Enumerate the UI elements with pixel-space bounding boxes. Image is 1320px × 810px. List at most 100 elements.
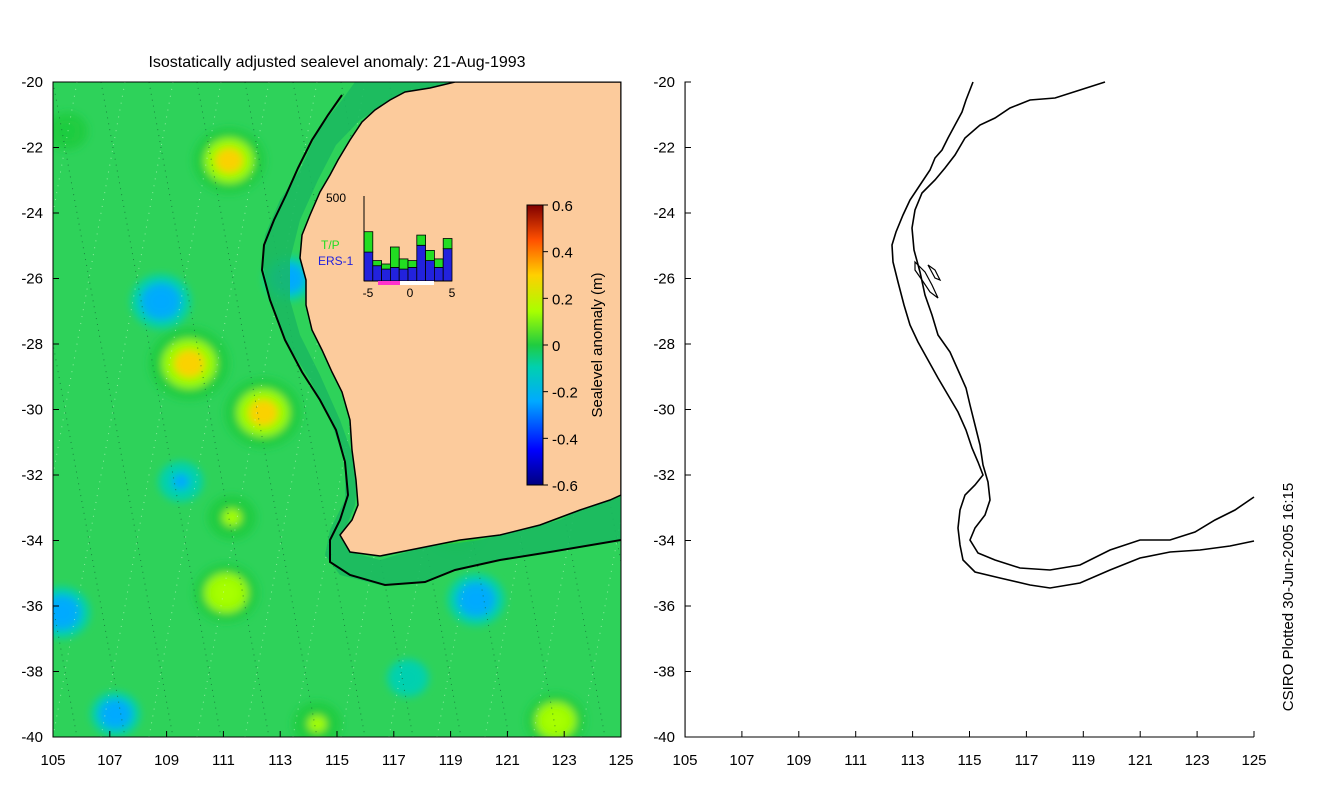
inset-bar-tp	[442, 238, 453, 250]
x-tick-label: 113	[901, 752, 925, 769]
inset-bar-tp	[398, 258, 409, 270]
x-tick-label: 119	[439, 752, 463, 769]
inset-bar-ers	[416, 244, 426, 282]
y-tick-label: -20	[653, 74, 675, 91]
y-tick-label: -26	[21, 271, 43, 288]
anomaly-map	[53, 82, 797, 737]
shelf-band	[262, 82, 621, 585]
x-tick-label: 107	[97, 752, 122, 769]
inset-x-ticks: -5 0 5	[363, 286, 456, 300]
x-tick-label: 125	[608, 752, 633, 769]
inset-bar-ers	[407, 266, 418, 282]
y-tick-label: -40	[653, 729, 675, 746]
inset-ymax-label: 500	[326, 191, 346, 205]
inset-legend-ers: ERS-1	[318, 254, 354, 268]
map-title: Isostatically adjusted sealevel anomaly:…	[148, 54, 525, 71]
colorbar-tick-label: 0.2	[552, 291, 573, 308]
inset-bar-tp	[389, 246, 400, 268]
anomaly-blob	[53, 112, 89, 151]
y-tick-label: -28	[653, 336, 675, 353]
right-map-axes: 105 107 109 111 113 115 117 119 121 123 125 -20 -22 -…	[653, 74, 1266, 769]
left-map-axes: 105 107 109 111 113 115 117 119 121 123 125 -20 -22 -…	[21, 74, 633, 769]
inset-bar-ers	[398, 268, 409, 282]
inset-bar-ers	[425, 260, 435, 282]
anomaly-blob	[224, 377, 302, 448]
shelf-contour	[260, 94, 621, 587]
right-outer-contour	[891, 81, 1255, 589]
x-tick-label: 121	[1128, 752, 1153, 769]
x-tick-label: 109	[154, 752, 179, 769]
anomaly-blob	[158, 461, 204, 502]
anomaly-blob	[193, 563, 259, 623]
x-tick-label: 117	[382, 752, 406, 769]
inset-bar-ers	[433, 266, 444, 282]
x-tick-label: 123	[552, 752, 577, 769]
y-tick-label: -24	[21, 205, 43, 222]
y-tick-label: -34	[21, 533, 43, 550]
inset-x-tick-label: 5	[449, 286, 456, 300]
anomaly-blob	[387, 659, 429, 698]
y-tick-label: -36	[21, 598, 43, 615]
inset-x-tick-label: -5	[363, 286, 374, 300]
x-tick-label: 105	[40, 752, 65, 769]
anomaly-blob	[207, 495, 257, 541]
colorbar-tick-label: -0.4	[552, 431, 578, 448]
inset-bar-tp	[416, 234, 426, 246]
x-tick-label: 111	[212, 752, 235, 769]
x-tick-label: 105	[672, 752, 697, 769]
x-tick-label: 111	[844, 752, 867, 769]
inset-date-marker	[378, 281, 400, 285]
x-tick-label: 115	[958, 752, 982, 769]
inset-bar-tp	[433, 258, 444, 268]
inset-bar-ers	[363, 251, 374, 282]
credit-text: CSIRO Plotted 30-Jun-2005 16:15	[1280, 483, 1297, 711]
inset-bar-tp	[407, 260, 418, 268]
anomaly-blob	[149, 327, 230, 401]
coastline-map	[891, 81, 1255, 589]
inset-bar-tp	[372, 260, 382, 267]
colorbar-tick-label: 0.6	[552, 198, 573, 215]
anomaly-blob	[292, 701, 342, 737]
inset-bar-ers	[381, 268, 391, 282]
y-tick-label: -22	[653, 140, 675, 157]
colorbar-ticks: 0.6 0.4 0.2 0 -0.2 -0.4 -0.6	[543, 198, 578, 495]
y-tick-label: -20	[21, 74, 43, 91]
y-tick-label: -38	[21, 664, 43, 681]
x-tick-label: 107	[729, 752, 754, 769]
right-islands	[914, 260, 942, 299]
inset-date-marker-white	[400, 281, 434, 285]
right-coastline	[911, 81, 1255, 571]
colorbar-label: Sealevel anomaly (m)	[589, 272, 606, 417]
y-tick-label: -38	[653, 664, 675, 681]
colorbar-gradient	[526, 204, 544, 486]
anomaly-blob	[53, 586, 91, 639]
x-tick-label: 117	[1014, 752, 1038, 769]
anomaly-blob	[447, 573, 505, 626]
y-tick-label: -32	[653, 467, 675, 484]
anomaly-field	[53, 112, 586, 737]
inset-bar-ers	[442, 248, 453, 282]
track-line	[677, 82, 797, 737]
x-tick-label: 113	[268, 752, 292, 769]
y-tick-label: -22	[21, 140, 43, 157]
inset-histogram: 500 T/P ERS-1 -5 0 5	[318, 191, 456, 300]
colorbar-tick-label: -0.2	[552, 385, 578, 402]
x-tick-label: 109	[786, 752, 811, 769]
colorbar-tick-label: -0.6	[552, 478, 578, 495]
anomaly-blob	[130, 274, 192, 329]
track-line	[677, 82, 797, 737]
y-tick-label: -30	[653, 402, 675, 419]
colorbar-tick-label: 0	[552, 338, 560, 355]
x-tick-label: 119	[1071, 752, 1095, 769]
y-tick-label: -36	[653, 598, 675, 615]
colorbar: 0.6 0.4 0.2 0 -0.2 -0.4 -0.6 Sealevel anomaly …	[526, 198, 606, 495]
y-tick-label: -30	[21, 402, 43, 419]
y-tick-label: -40	[21, 729, 43, 746]
anomaly-blob	[90, 691, 141, 737]
colorbar-tick-label: 0.4	[552, 245, 573, 262]
inset-bar-tp	[381, 263, 391, 270]
y-tick-label: -24	[653, 205, 675, 222]
inset-x-tick-label: 0	[407, 286, 414, 300]
y-tick-label: -34	[653, 533, 675, 550]
